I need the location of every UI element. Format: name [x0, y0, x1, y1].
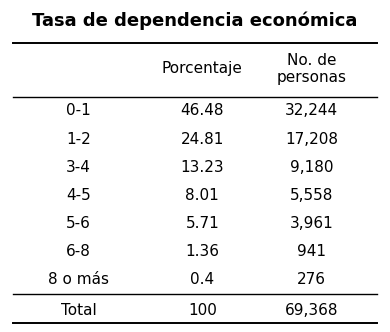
Text: 1.36: 1.36	[185, 244, 219, 259]
Text: 5.71: 5.71	[185, 216, 219, 231]
Text: Porcentaje: Porcentaje	[162, 61, 243, 76]
Text: 5-6: 5-6	[66, 216, 91, 231]
Text: 100: 100	[188, 303, 217, 318]
Text: 6-8: 6-8	[66, 244, 91, 259]
Text: 32,244: 32,244	[285, 104, 338, 119]
Text: 0-1: 0-1	[66, 104, 91, 119]
Text: 5,558: 5,558	[290, 188, 333, 203]
Text: 0.4: 0.4	[190, 272, 214, 287]
Text: Tasa de dependencia económica: Tasa de dependencia económica	[32, 11, 358, 30]
Text: 1-2: 1-2	[66, 131, 91, 146]
Text: 3-4: 3-4	[66, 160, 91, 175]
Text: 69,368: 69,368	[285, 303, 338, 318]
Text: 8 o más: 8 o más	[48, 272, 109, 287]
Text: 276: 276	[297, 272, 326, 287]
Text: 3,961: 3,961	[290, 216, 333, 231]
Text: 46.48: 46.48	[181, 104, 224, 119]
Text: 9,180: 9,180	[290, 160, 333, 175]
Text: 4-5: 4-5	[66, 188, 91, 203]
Text: 8.01: 8.01	[185, 188, 219, 203]
Text: 17,208: 17,208	[285, 131, 338, 146]
Text: 13.23: 13.23	[181, 160, 224, 175]
Text: Total: Total	[60, 303, 96, 318]
Text: 941: 941	[297, 244, 326, 259]
Text: No. de
personas: No. de personas	[277, 53, 346, 85]
Text: 24.81: 24.81	[181, 131, 224, 146]
